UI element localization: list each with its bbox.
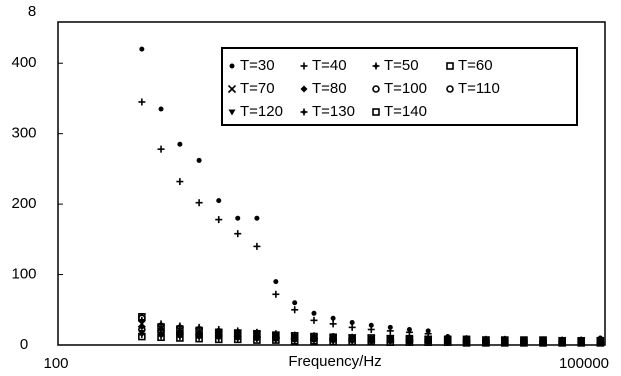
marker	[405, 328, 413, 336]
marker	[330, 315, 336, 321]
legend-label: T=110	[458, 80, 500, 97]
marker	[138, 332, 146, 341]
marker	[462, 339, 471, 347]
marker	[500, 339, 509, 347]
marker	[176, 334, 184, 342]
legend-label: T=80	[312, 80, 347, 97]
marker	[348, 323, 356, 331]
y-tick-label: 100	[11, 266, 36, 283]
marker	[558, 339, 566, 347]
marker	[157, 145, 165, 153]
marker	[482, 339, 490, 347]
y-tick-label: 200	[11, 195, 36, 212]
marker	[138, 314, 146, 323]
marker	[311, 310, 317, 316]
marker	[386, 338, 395, 346]
y-axis-label: 8	[28, 3, 36, 20]
legend-label: T=60	[458, 57, 493, 74]
marker	[310, 336, 318, 345]
marker	[253, 242, 261, 250]
marker	[139, 46, 145, 52]
legend-marker	[227, 84, 237, 94]
legend-marker	[228, 109, 236, 116]
marker	[233, 335, 242, 344]
legend-marker	[300, 85, 308, 93]
marker	[329, 320, 337, 328]
marker	[520, 339, 528, 347]
legend-label: T=30	[240, 57, 275, 74]
marker	[387, 324, 393, 330]
marker	[291, 306, 299, 314]
marker	[235, 215, 241, 221]
marker	[216, 198, 222, 204]
marker	[157, 333, 165, 342]
marker	[196, 157, 202, 163]
legend-marker	[229, 63, 235, 69]
legend-marker	[446, 85, 454, 93]
legend-box	[221, 47, 578, 126]
marker	[367, 337, 376, 346]
legend-marker	[300, 62, 308, 70]
marker	[138, 98, 146, 106]
y-tick-label: 0	[20, 336, 28, 353]
marker	[195, 334, 203, 343]
marker	[386, 327, 394, 335]
marker	[195, 199, 203, 207]
y-tick-label: 300	[11, 125, 36, 142]
x-tick-label: 100000	[559, 355, 609, 372]
marker	[349, 319, 355, 325]
marker	[234, 230, 242, 238]
marker	[539, 339, 547, 347]
marker	[405, 338, 414, 346]
marker	[329, 337, 337, 346]
marker	[273, 279, 279, 285]
legend-marker	[372, 62, 380, 70]
marker	[577, 339, 586, 347]
legend-label: T=140	[384, 103, 427, 120]
legend-label: T=100	[384, 80, 427, 97]
marker	[596, 339, 605, 347]
legend-label: T=70	[240, 80, 275, 97]
marker	[177, 141, 183, 147]
marker	[292, 300, 298, 306]
marker	[176, 178, 184, 186]
marker	[272, 336, 280, 344]
marker	[158, 106, 164, 112]
marker	[368, 322, 374, 328]
marker	[214, 335, 223, 344]
legend-marker	[372, 108, 380, 116]
legend-marker	[446, 62, 454, 70]
marker	[290, 336, 299, 345]
legend-marker	[300, 108, 308, 116]
marker	[310, 316, 318, 324]
marker	[272, 290, 280, 298]
x-tick-label: 100	[43, 355, 68, 372]
marker	[215, 216, 223, 224]
marker	[443, 338, 452, 346]
legend-label: T=130	[312, 103, 355, 120]
legend-label: T=40	[312, 57, 347, 74]
marker	[367, 326, 375, 334]
legend-marker	[372, 85, 380, 93]
marker	[254, 215, 260, 221]
x-axis-label: Frequency/Hz	[288, 353, 381, 370]
marker	[424, 338, 432, 346]
legend-label: T=120	[240, 103, 283, 120]
marker	[253, 336, 261, 344]
y-tick-label: 400	[11, 54, 36, 71]
legend-label: T=50	[384, 57, 419, 74]
marker	[348, 337, 356, 346]
